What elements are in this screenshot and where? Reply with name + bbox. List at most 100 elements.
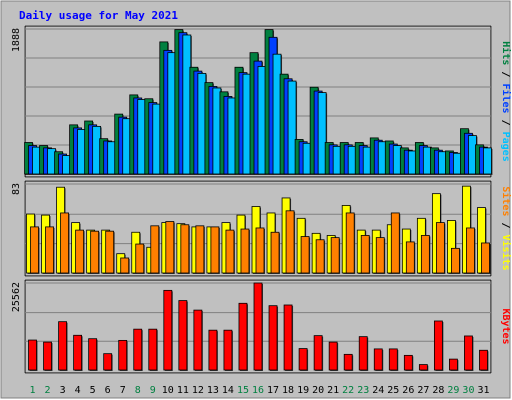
bar-sites-day-1: [30, 226, 39, 274]
bar-kbytes-day-10: [163, 289, 173, 371]
x-tick-label: 18: [282, 385, 294, 396]
x-tick-label: 20: [312, 385, 324, 396]
panel-legend: KBytes: [500, 308, 511, 344]
bar-kbytes-day-2: [43, 341, 52, 371]
x-tick-label: 21: [327, 385, 339, 396]
panel-visits-sites: 83 Sites / Visits: [11, 180, 512, 277]
chart-title: Daily usage for May 2021: [19, 9, 178, 22]
bar-sites-day-12: [195, 225, 205, 274]
bar-sites-day-6: [105, 230, 115, 274]
bar-pages-day-18: [287, 80, 297, 175]
x-tick-label: 15: [237, 385, 249, 396]
bar-kbytes-day-17: [268, 305, 278, 371]
x-tick-label: 5: [90, 385, 96, 396]
bar-kbytes-day-22: [343, 353, 353, 371]
legend-separator: /: [500, 65, 511, 83]
bar-sites-day-28: [435, 222, 445, 274]
bar-sites-day-18: [285, 210, 295, 274]
x-tick-label: 26: [402, 385, 414, 396]
bar-pages-day-20: [317, 92, 327, 175]
panel-legend: Hits / Files / Pages: [500, 41, 512, 161]
x-tick-label: 25: [387, 385, 399, 396]
bar-sites-day-8: [135, 243, 145, 274]
x-tick-label: 29: [447, 385, 459, 396]
bar-kbytes-day-28: [433, 320, 443, 371]
bar-kbytes-day-24: [373, 348, 383, 371]
x-tick-label: 19: [297, 385, 309, 396]
bar-sites-day-5: [90, 230, 100, 274]
bar-kbytes-day-25: [388, 348, 398, 371]
x-tick-label: 22: [342, 385, 354, 396]
bar-sites-day-23: [360, 235, 370, 274]
x-tick-label: 2: [45, 385, 51, 396]
legend-separator: /: [500, 216, 511, 234]
ymax-label: 25562: [11, 282, 22, 312]
bar-pages-day-31: [483, 147, 492, 175]
bar-kbytes-day-1: [28, 339, 37, 371]
panel-legend: Sites / Visits: [500, 186, 512, 270]
bar-kbytes-day-14: [223, 329, 233, 371]
x-tick-label: 27: [417, 385, 429, 396]
bar-sites-day-19: [300, 236, 310, 274]
bar-sites-day-22: [345, 212, 355, 274]
bar-sites-day-4: [75, 229, 85, 274]
ymax-label: 1888: [11, 28, 22, 52]
bar-sites-day-29: [451, 247, 460, 274]
x-tick-label: 24: [372, 385, 384, 396]
bar-sites-day-11: [180, 224, 190, 274]
bar-kbytes-day-31: [479, 349, 488, 371]
x-tick-label: 13: [207, 385, 219, 396]
bar-kbytes-day-9: [148, 328, 158, 371]
bar-sites-day-9: [150, 225, 160, 274]
x-tick-label: 6: [105, 385, 111, 396]
bar-sites-day-10: [165, 221, 175, 274]
legend-separator: /: [500, 114, 511, 132]
bar-sites-day-15: [240, 228, 250, 274]
bar-sites-day-2: [45, 226, 54, 274]
x-tick-label: 16: [252, 385, 264, 396]
legend-hits: Hits: [500, 41, 512, 65]
bar-kbytes-day-23: [358, 336, 368, 371]
bar-sites-day-20: [315, 239, 325, 274]
panel-hits-files-pages: 1888 Hits / Files / Pages: [11, 25, 512, 178]
bar-kbytes-day-3: [58, 321, 67, 371]
bar-kbytes-day-29: [449, 358, 458, 371]
x-tick-label: 4: [75, 385, 81, 396]
bar-sites-day-26: [405, 241, 415, 274]
bar-kbytes-day-21: [328, 341, 338, 371]
legend-files: Files: [500, 83, 512, 113]
x-tick-label: 1: [30, 385, 36, 396]
bar-sites-day-21: [330, 237, 340, 274]
bar-kbytes-day-5: [88, 338, 98, 371]
bar-sites-day-27: [420, 235, 430, 274]
bar-kbytes-day-27: [418, 364, 428, 371]
x-tick-label: 31: [477, 385, 489, 396]
x-tick-label: 12: [192, 385, 204, 396]
legend-kbytes: KBytes: [500, 308, 511, 344]
bar-sites-day-16: [255, 227, 265, 274]
ymax-label: 83: [11, 183, 22, 195]
bar-kbytes-day-26: [403, 354, 413, 371]
bar-sites-day-24: [375, 237, 385, 274]
x-tick-label: 9: [150, 385, 156, 396]
bar-sites-day-31: [481, 242, 490, 274]
x-tick-label: 3: [60, 385, 66, 396]
x-tick-label: 10: [162, 385, 174, 396]
x-axis-labels: 1 2 3 4 5 6 7 8 9 10 11 12 13 14 15 16 17 18 19 20 21 22 23 24 2…: [30, 385, 490, 396]
bar-kbytes-day-4: [73, 334, 83, 371]
x-tick-label: 7: [120, 385, 126, 396]
chart-panels: 1888 Hits / Files / Pages 83 Sites / Visits…: [11, 25, 512, 374]
x-tick-label: 30: [462, 385, 474, 396]
bar-kbytes-day-13: [208, 329, 218, 371]
bar-sites-day-13: [210, 226, 220, 274]
bar-sites-day-17: [270, 231, 280, 274]
x-tick-label: 14: [222, 385, 234, 396]
bar-kbytes-day-30: [464, 335, 473, 371]
x-tick-label: 17: [267, 385, 279, 396]
x-tick-label: 23: [357, 385, 369, 396]
bar-kbytes-day-20: [313, 335, 323, 371]
x-tick-label: 8: [135, 385, 141, 396]
bar-sites-day-14: [225, 229, 235, 274]
